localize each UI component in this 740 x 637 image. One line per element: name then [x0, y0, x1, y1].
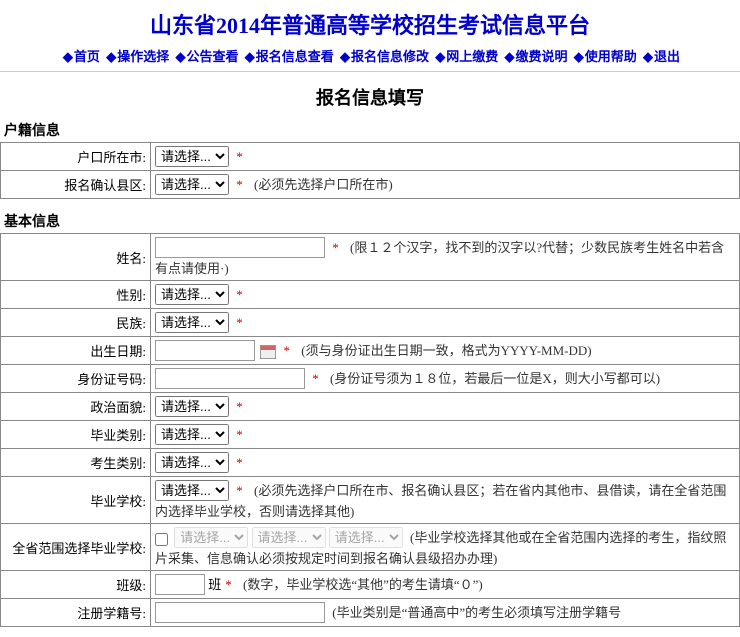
nav-notice[interactable]: 公告查看 [172, 49, 238, 64]
label-city: 户口所在市: [1, 143, 151, 171]
hint-regno: (毕业类别是“普通高中”的考生必须填写注册学籍号 [332, 605, 621, 620]
select-city[interactable]: 请选择... [155, 146, 229, 167]
checkbox-province-wide[interactable] [155, 533, 168, 546]
nav-pay[interactable]: 网上缴费 [432, 49, 498, 64]
label-candtype: 考生类别: [1, 449, 151, 477]
nav-help[interactable]: 使用帮助 [571, 49, 637, 64]
class-suffix: 班 [208, 577, 221, 592]
req-mark: * [332, 240, 339, 255]
nav-operation[interactable]: 操作选择 [103, 49, 169, 64]
req-mark: * [236, 483, 243, 498]
select-ethnic[interactable]: 请选择... [155, 312, 229, 333]
input-name[interactable] [155, 237, 325, 258]
label-gender: 性别: [1, 281, 151, 309]
hint-county: (必须先选择户口所在市) [254, 177, 393, 192]
req-mark: * [236, 315, 243, 330]
req-mark: * [225, 577, 232, 592]
nav-logout[interactable]: 退出 [640, 49, 680, 64]
req-mark: * [284, 343, 291, 358]
label-politics: 政治面貌: [1, 393, 151, 421]
input-id[interactable] [155, 368, 305, 389]
label-regno: 注册学籍号: [1, 599, 151, 627]
req-mark: * [236, 399, 243, 414]
req-mark: * [236, 427, 243, 442]
label-class: 班级: [1, 571, 151, 599]
label-province-school: 全省范围选择毕业学校: [1, 524, 151, 571]
req-mark: * [236, 455, 243, 470]
select-gender[interactable]: 请选择... [155, 284, 229, 305]
req-mark: * [236, 287, 243, 302]
input-birth[interactable] [155, 340, 255, 361]
huji-table: 户口所在市: 请选择... * 报名确认县区: 请选择... * (必须先选择户… [0, 142, 740, 199]
calendar-icon[interactable] [260, 345, 276, 359]
select-province-2: 请选择... [252, 527, 326, 548]
select-county[interactable]: 请选择... [155, 174, 229, 195]
label-ethnic: 民族: [1, 309, 151, 337]
select-politics[interactable]: 请选择... [155, 396, 229, 417]
label-county: 报名确认县区: [1, 171, 151, 199]
nav-home[interactable]: 首页 [60, 49, 100, 64]
input-class[interactable] [155, 574, 205, 595]
basic-table: 姓名: * (限１２个汉字，找不到的汉字以?代替；少数民族考生姓名中若含有点请使… [0, 233, 740, 627]
nav-edit-info[interactable]: 报名信息修改 [337, 49, 429, 64]
select-candtype[interactable]: 请选择... [155, 452, 229, 473]
input-regno[interactable] [155, 602, 325, 623]
select-gradtype[interactable]: 请选择... [155, 424, 229, 445]
nav-view-info[interactable]: 报名信息查看 [242, 49, 334, 64]
req-mark: * [236, 149, 243, 164]
section-huji-header: 户籍信息 [0, 118, 740, 142]
hint-id: (身份证号须为１８位，若最后一位是X，则大小写都可以) [330, 371, 660, 386]
label-id: 身份证号码: [1, 365, 151, 393]
label-gradschool: 毕业学校: [1, 477, 151, 524]
req-mark: * [236, 177, 243, 192]
label-birth: 出生日期: [1, 337, 151, 365]
label-gradtype: 毕业类别: [1, 421, 151, 449]
nav-pay-help[interactable]: 缴费说明 [502, 49, 568, 64]
page-title: 山东省2014年普通高等学校招生考试信息平台 [0, 0, 740, 44]
section-basic-header: 基本信息 [0, 209, 740, 233]
select-province-3: 请选择... [329, 527, 403, 548]
hint-class: (数字，毕业学校选“其他”的考生请填“０”) [243, 577, 483, 592]
select-province-1: 请选择... [174, 527, 248, 548]
select-gradschool[interactable]: 请选择... [155, 480, 229, 501]
page-subtitle: 报名信息填写 [0, 72, 740, 118]
hint-birth: (须与身份证出生日期一致，格式为YYYY-MM-DD) [301, 343, 591, 358]
label-name: 姓名: [1, 234, 151, 281]
nav-bar: 首页 操作选择 公告查看 报名信息查看 报名信息修改 网上缴费 缴费说明 使用帮… [0, 44, 740, 72]
req-mark: * [312, 371, 319, 386]
